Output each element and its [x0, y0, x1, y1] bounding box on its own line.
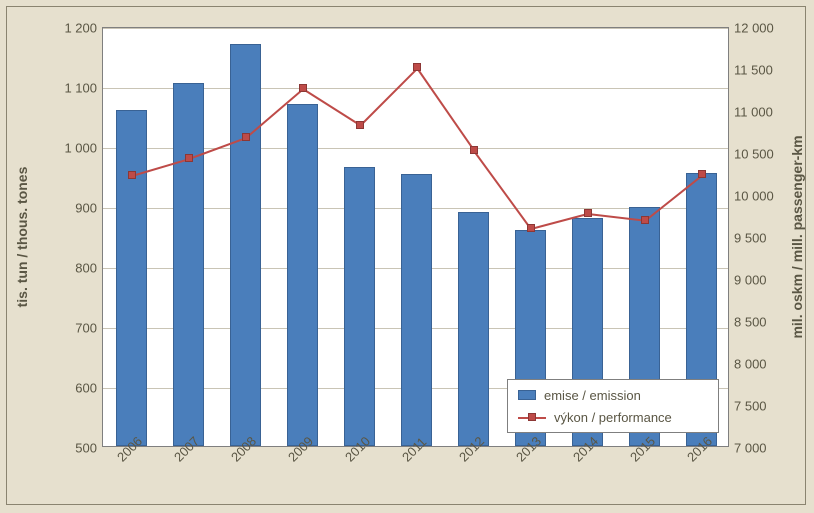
- y-right-tick: 9 000: [728, 273, 767, 288]
- line-marker: [584, 209, 592, 217]
- line-swatch-icon: [518, 411, 546, 423]
- y-axis-left-label: tis. tun / thous. tones: [14, 167, 30, 308]
- line-marker: [356, 121, 364, 129]
- y-left-tick: 1 000: [64, 141, 103, 156]
- legend-label-performance: výkon / performance: [554, 410, 672, 425]
- y-right-tick: 8 500: [728, 315, 767, 330]
- line-marker: [698, 170, 706, 178]
- y-right-tick: 12 000: [728, 21, 774, 36]
- line-segment: [359, 68, 417, 127]
- line-segment: [416, 68, 475, 151]
- line-marker: [527, 224, 535, 232]
- bar: [116, 110, 147, 446]
- y-left-tick: 800: [75, 261, 103, 276]
- bar-swatch-icon: [518, 390, 536, 400]
- y-right-tick: 11 000: [728, 105, 773, 120]
- y-left-tick: 600: [75, 381, 103, 396]
- y-axis-right-label: mil. oskm / mill. passenger-km: [789, 135, 805, 338]
- y-right-tick: 10 000: [728, 189, 774, 204]
- bar: [401, 174, 432, 446]
- y-left-tick: 900: [75, 201, 103, 216]
- line-marker: [413, 63, 421, 71]
- line-marker: [242, 133, 250, 141]
- y-right-tick: 10 500: [728, 147, 774, 162]
- gridline: [103, 28, 728, 29]
- line-marker: [128, 171, 136, 179]
- line-marker: [641, 216, 649, 224]
- legend-label-emission: emise / emission: [544, 388, 641, 403]
- legend-item-emission: emise / emission: [518, 384, 708, 406]
- line-marker: [299, 84, 307, 92]
- legend-item-performance: výkon / performance: [518, 406, 708, 428]
- bar: [458, 212, 489, 446]
- y-left-tick: 500: [75, 441, 103, 456]
- bar: [230, 44, 261, 446]
- y-right-tick: 8 000: [728, 357, 767, 372]
- bar: [287, 104, 318, 446]
- y-left-tick: 700: [75, 321, 103, 336]
- y-right-tick: 7 500: [728, 399, 767, 414]
- line-marker: [185, 154, 193, 162]
- bar: [344, 167, 375, 446]
- y-right-tick: 9 500: [728, 231, 767, 246]
- y-right-tick: 11 500: [728, 63, 773, 78]
- line-marker: [470, 146, 478, 154]
- y-right-tick: 7 000: [728, 441, 767, 456]
- bar: [173, 83, 204, 446]
- y-left-tick: 1 100: [64, 81, 103, 96]
- chart-frame: 500 600 700 800 900 1 000 1 100 1 200 7 000 7 500…: [6, 6, 806, 505]
- y-left-tick: 1 200: [64, 21, 103, 36]
- legend: emise / emission výkon / performance: [507, 379, 719, 433]
